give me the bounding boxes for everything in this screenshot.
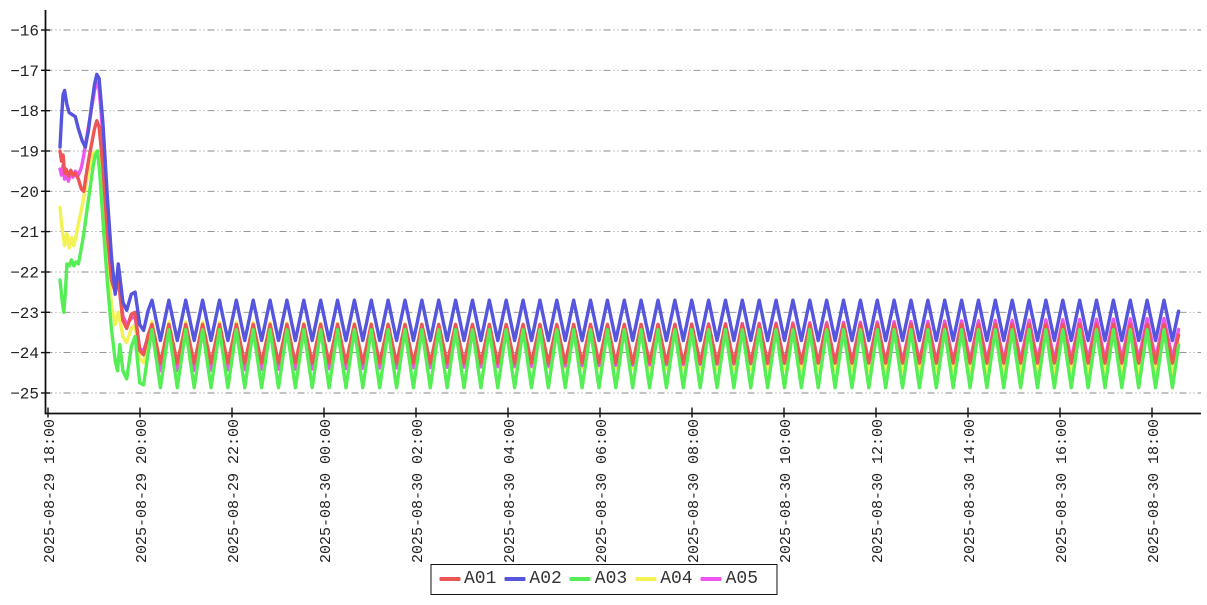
y-tick-label: −16 [10,23,39,41]
y-tick-label: −21 [10,224,39,242]
y-tick-label: −19 [10,144,39,162]
legend-item-a03: A03 [569,569,633,589]
x-tick-label: 2025-08-29 18:00 [42,419,59,563]
x-tick-label: 2025-08-30 08:00 [686,419,703,563]
y-tick-label: −20 [10,184,39,202]
x-tick-label: 2025-08-30 18:00 [1146,419,1163,563]
x-tick-label: 2025-08-30 04:00 [502,419,519,563]
legend-label-a04: A04 [660,569,693,589]
x-axis: 2025-08-29 18:00 2025-08-29 20:00 2025-08-… [42,407,1163,563]
y-tick-label: −18 [10,103,39,121]
legend-line-icon-a03 [569,577,591,581]
y-tick-label: −17 [10,63,39,81]
x-tick-label: 2025-08-30 16:00 [1054,419,1071,563]
legend-line-icon-a01 [438,577,460,581]
legend-line-icon-a02 [504,577,526,581]
x-tick-label: 2025-08-30 10:00 [778,419,795,563]
y-axis: −16 −17 −18 −19 −20 −21 −22 −23 −24 −25 [10,23,50,404]
legend-item-a05: A05 [700,569,764,589]
y-tick-label: −23 [10,305,39,323]
y-tick-label: −24 [10,345,39,363]
legend-item-a04: A04 [635,569,698,589]
series-line-a02 [58,72,1181,343]
x-tick-label: 2025-08-30 02:00 [410,419,427,563]
legend-line-icon-a04 [635,577,657,581]
x-tick-label: 2025-08-30 12:00 [870,419,887,563]
x-tick-label: 2025-08-30 14:00 [962,419,979,563]
x-tick-label: 2025-08-30 00:00 [318,419,335,563]
x-tick-label: 2025-08-29 20:00 [134,419,151,563]
legend-label-a01: A01 [463,569,497,589]
legend-item-a02: A02 [504,569,567,589]
legend-label-a03: A03 [594,569,628,589]
y-tick-label: −22 [10,265,39,283]
y-tick-label: −25 [10,386,39,404]
legend-label-a02: A02 [529,569,562,589]
legend-label-a05: A05 [725,569,759,589]
series-line-a01 [58,118,1181,365]
legend-item-a01: A01 [438,569,502,589]
legend-line-icon-a05 [700,577,722,581]
x-tick-label: 2025-08-30 06:00 [594,419,611,563]
series-line-a03 [58,149,1181,390]
series-lines [58,72,1181,390]
legend: A01 A02 A03 A04 A05 [429,564,778,595]
x-tick-label: 2025-08-29 22:00 [226,419,243,563]
